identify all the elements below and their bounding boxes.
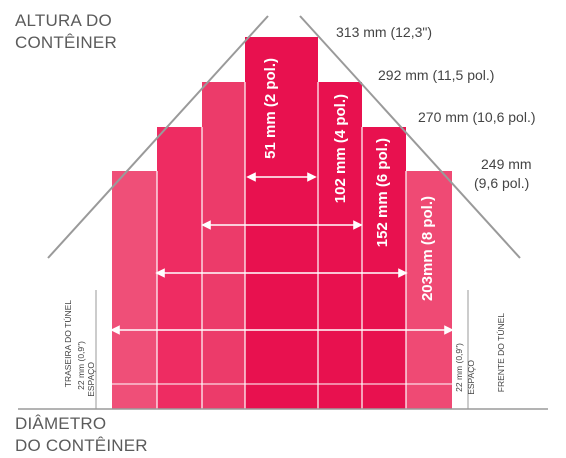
- height-label-249-inch: (9,6 pol.): [474, 175, 530, 191]
- diameter-label-51: 51 mm (2 pol.): [262, 58, 279, 159]
- column-third-right: [318, 82, 362, 409]
- column-second-right: [362, 127, 406, 409]
- diameter-title-line1: DIÂMETRO: [15, 414, 107, 433]
- height-title-line2: CONTÊINER: [15, 33, 117, 52]
- column-second-left: [157, 127, 202, 409]
- column-outer-right: [406, 171, 452, 409]
- height-label-292: 292 mm (11,5 pol.): [378, 67, 495, 83]
- height-label-270: 270 mm (10,6 pol.): [418, 109, 536, 125]
- left-tunnel-label: TRASEIRA DO TÚNEL: [63, 300, 73, 388]
- diameter-label-102: 102 mm (4 pol.): [332, 94, 349, 204]
- left-space-label: ESPAÇO: [86, 362, 96, 397]
- dimension-arrows: [110, 172, 454, 335]
- column-outer-left: [112, 171, 157, 409]
- roof-lines: [47, 15, 521, 259]
- column-third-left: [202, 82, 245, 409]
- right-space-label: ESPAÇO: [466, 360, 476, 395]
- column-separators: [156, 82, 407, 409]
- height-title: ALTURA DO CONTÊINER: [15, 10, 117, 54]
- left-gap-label: 22 mm (0,9"): [76, 341, 86, 390]
- height-label-313: 313 mm (12,3"): [336, 24, 433, 40]
- height-title-line1: ALTURA DO: [15, 11, 112, 30]
- diameter-title: DIÂMETRO DO CONTÊINER: [15, 413, 148, 457]
- diameter-title-line2: DO CONTÊINER: [15, 436, 148, 455]
- right-tunnel-label: FRENTE DO TÚNEL: [496, 313, 506, 393]
- right-gap-label: 22 mm (0,9"): [454, 343, 464, 392]
- column-center: [245, 37, 318, 409]
- height-label-249: 249 mm: [481, 156, 532, 172]
- diameter-label-203: 203mm (8 pol.): [419, 196, 436, 302]
- diameter-label-152: 152 mm (6 pol.): [374, 138, 391, 248]
